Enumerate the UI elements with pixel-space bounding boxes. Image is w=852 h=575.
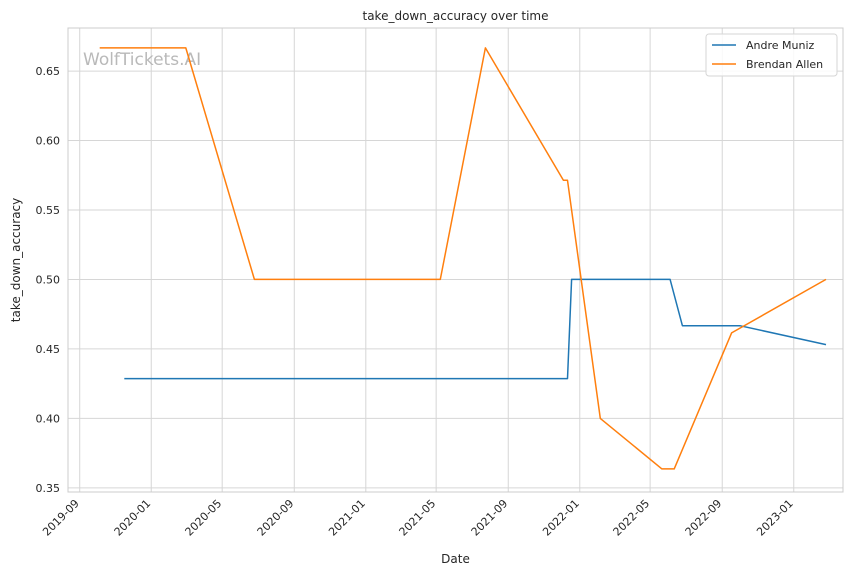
y-tick-label: 0.60 — [36, 135, 61, 148]
x-tick-label: 2021-01 — [326, 497, 368, 539]
x-tick-label: 2023-01 — [754, 497, 796, 539]
y-tick-label: 0.35 — [36, 482, 61, 495]
x-tick-label: 2022-09 — [683, 497, 725, 539]
y-tick-label: 0.45 — [36, 343, 61, 356]
grid-layer — [68, 28, 843, 492]
x-tick-label: 2022-01 — [540, 497, 582, 539]
x-tick-label: 2021-09 — [469, 497, 511, 539]
series-line — [99, 47, 827, 470]
y-tick-label: 0.65 — [36, 65, 61, 78]
legend-box — [705, 33, 838, 77]
watermark-text: WolfTickets.AI — [83, 50, 201, 70]
series-layer — [99, 47, 827, 470]
x-tick-label: 2022-05 — [611, 497, 653, 539]
legend-label: Brendan Allen — [746, 58, 823, 71]
x-tick-label: 2021-05 — [397, 497, 439, 539]
x-tick-label: 2019-09 — [40, 497, 82, 539]
y-axis-label: take_down_accuracy — [9, 198, 23, 322]
x-axis-label: Date — [441, 552, 470, 566]
legend: Andre Muniz Brendan Allen — [705, 33, 838, 77]
x-tick-label: 2020-01 — [112, 497, 154, 539]
y-tick-labels: 0.35 0.40 0.45 0.50 0.55 0.60 0.65 — [36, 65, 61, 495]
series-line — [124, 278, 827, 380]
plot-frame — [67, 27, 844, 493]
legend-label: Andre Muniz — [746, 39, 815, 52]
x-tick-label: 2020-05 — [183, 497, 225, 539]
x-tick-labels: 2019-09 2020-01 2020-05 2020-09 2021-01 2021-… — [40, 497, 796, 539]
y-tick-label: 0.40 — [36, 412, 61, 425]
y-tick-label: 0.50 — [36, 273, 61, 286]
y-tick-label: 0.55 — [36, 204, 61, 217]
chart-title: take_down_accuracy over time — [363, 9, 549, 23]
x-tick-label: 2020-09 — [255, 497, 297, 539]
